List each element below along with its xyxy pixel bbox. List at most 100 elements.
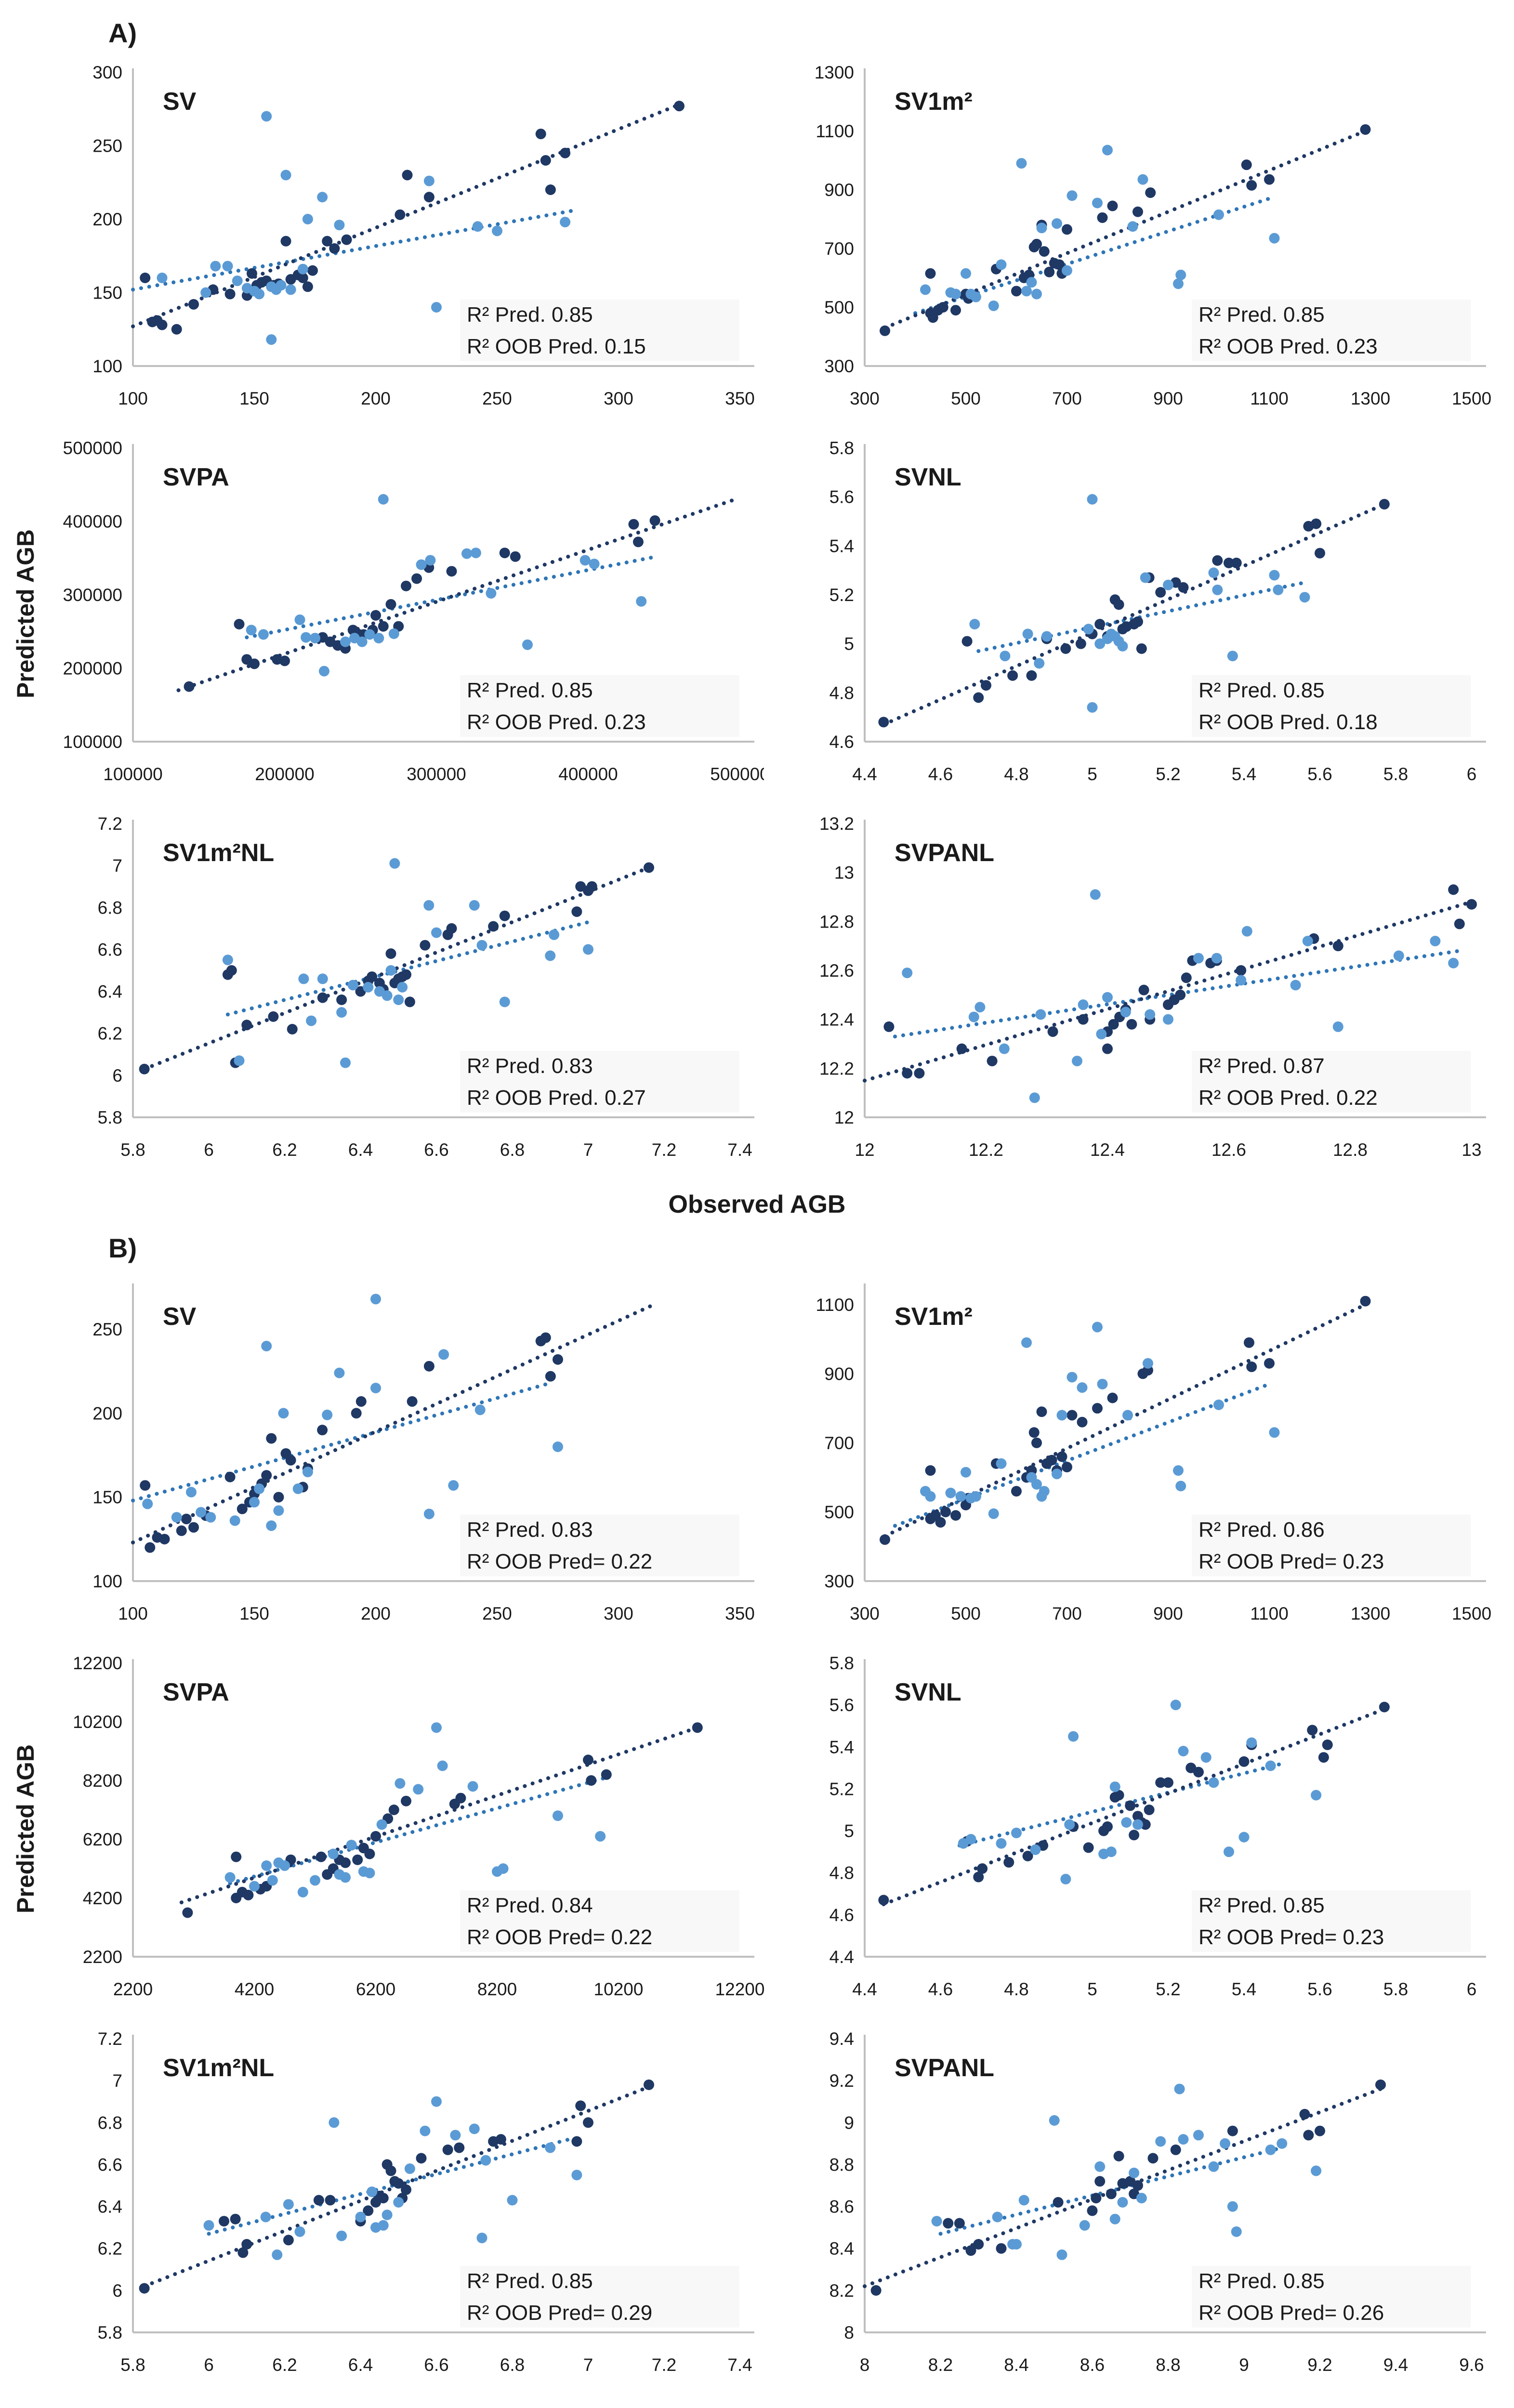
oob-point: [1077, 1382, 1087, 1393]
x-tick-label: 100: [118, 389, 148, 408]
y-axis-label: Predicted AGB: [12, 1744, 39, 1914]
oob-point: [196, 1507, 207, 1518]
y-tick-label: 5.8: [98, 2323, 122, 2343]
oob-point: [1029, 1844, 1040, 1855]
prediction-point: [1075, 638, 1086, 649]
prediction-point: [1108, 1019, 1119, 1030]
prediction-point: [157, 319, 168, 330]
oob-point: [1200, 1752, 1211, 1763]
oob-point: [1117, 2197, 1128, 2208]
prediction-trendline: [131, 1302, 657, 1544]
x-tick-label: 8.2: [928, 2355, 952, 2375]
r2-annotation-bg: [1191, 675, 1471, 737]
r2-pred-text: R² Pred. 0.83: [467, 1054, 593, 1078]
x-tick-label: 500: [951, 1604, 981, 1623]
prediction-point: [1138, 984, 1149, 995]
prediction-point: [1360, 124, 1370, 135]
prediction-point: [878, 717, 889, 728]
panel-b-grid: 100 150 200 250 100 150 200 250 300 350 SV R² Pred.…: [46, 1266, 1509, 2393]
prediction-point: [407, 1396, 418, 1407]
prediction-point: [454, 2142, 465, 2153]
x-tick-label: 4200: [235, 1979, 274, 1999]
panel-a-y-axis-label-col: Predicted AGB: [5, 51, 46, 1178]
prediction-point: [1056, 1451, 1067, 1462]
prediction-point: [283, 2235, 294, 2246]
prediction-point: [243, 1889, 254, 1900]
x-tick-label: 6.6: [424, 2355, 448, 2375]
oob-point: [1172, 278, 1184, 289]
prediction-trendline: [862, 2087, 1382, 2289]
oob-point: [423, 175, 434, 186]
scatter-plot-a-svpanl: 12 12.2 12.4 12.6 12.8 13 13.2 12 12.2 12.4 12.6 12…: [778, 802, 1510, 1178]
oob-point: [340, 1057, 351, 1068]
r2-oob-text: R² OOB Pred. 0.15: [467, 335, 646, 358]
prediction-point: [1087, 2205, 1097, 2216]
oob-point: [1310, 2165, 1321, 2176]
prediction-point: [575, 2100, 586, 2111]
x-tick-label: 4.4: [852, 764, 877, 784]
scatter-plot-a-sv1m2: 300 500 700 900 1100 1300 300 500 700 900 1100 1300…: [778, 51, 1510, 426]
x-tick-label: 250: [482, 389, 512, 408]
prediction-point: [1097, 212, 1107, 223]
oob-point: [901, 968, 912, 979]
prediction-point: [973, 692, 984, 703]
oob-point: [1041, 631, 1052, 642]
oob-point: [310, 1875, 320, 1886]
x-tick-label: 900: [1153, 389, 1183, 408]
prediction-point: [279, 655, 290, 667]
oob-point: [171, 1512, 182, 1523]
scatter-plot-b-sv1m2: 300 500 700 900 1100 300 500 700 900 1100 1300 1500…: [778, 1266, 1510, 1641]
oob-point: [545, 2142, 556, 2153]
y-tick-label: 2200: [83, 1947, 122, 1967]
plot-title: SV1m²: [895, 1303, 973, 1331]
oob-point: [393, 995, 404, 1005]
plot-title: SV1m²NL: [163, 839, 274, 867]
oob-point: [276, 280, 287, 291]
oob-point: [382, 2210, 393, 2220]
prediction-point: [1231, 557, 1242, 568]
oob-point: [583, 944, 593, 955]
oob-point: [1029, 1092, 1040, 1103]
oob-point: [1011, 1827, 1022, 1838]
prediction-point: [510, 551, 521, 562]
oob-point: [306, 1015, 317, 1026]
prediction-point: [401, 969, 411, 980]
prediction-point: [1360, 1296, 1370, 1307]
prediction-point: [1028, 1427, 1040, 1438]
y-tick-label: 6: [112, 1066, 122, 1086]
x-tick-label: 500000: [710, 764, 764, 784]
prediction-point: [1113, 1790, 1124, 1801]
oob-point: [301, 632, 312, 643]
oob-point: [431, 1722, 442, 1733]
prediction-point: [499, 548, 510, 559]
prediction-point: [219, 2216, 229, 2227]
prediction-point: [364, 1848, 375, 1859]
x-tick-label: 1300: [1350, 1604, 1390, 1623]
oob-point: [317, 192, 328, 203]
prediction-point: [1318, 1752, 1329, 1763]
prediction-point: [879, 325, 890, 336]
prediction-point: [246, 268, 257, 279]
panel-a: Predicted AGB 100 150 200 250 300 100 150 200 25…: [5, 51, 1509, 1178]
prediction-point: [1128, 1830, 1139, 1841]
x-tick-label: 5.4: [1231, 1979, 1256, 1999]
prediction-point: [583, 1754, 593, 1766]
prediction-point: [416, 2153, 427, 2164]
x-tick-label: 8.6: [1080, 2355, 1104, 2375]
oob-point: [279, 1860, 290, 1871]
r2-oob-text: R² OOB Pred= 0.23: [1198, 1925, 1384, 1949]
prediction-point: [545, 1371, 556, 1382]
oob-point: [1142, 1358, 1153, 1369]
x-tick-label: 150: [239, 1604, 269, 1623]
prediction-point: [976, 1863, 987, 1874]
x-tick-label: 6.8: [500, 1140, 525, 1160]
oob-point: [205, 1512, 216, 1523]
oob-point: [336, 1007, 347, 1018]
prediction-point: [393, 2178, 404, 2189]
oob-point: [1227, 2201, 1238, 2212]
r2-pred-text: R² Pred. 0.85: [467, 303, 593, 327]
oob-point: [1128, 2167, 1139, 2178]
y-tick-label: 5: [844, 634, 854, 654]
y-tick-label: 300: [824, 1571, 854, 1591]
oob-point: [999, 1043, 1010, 1054]
